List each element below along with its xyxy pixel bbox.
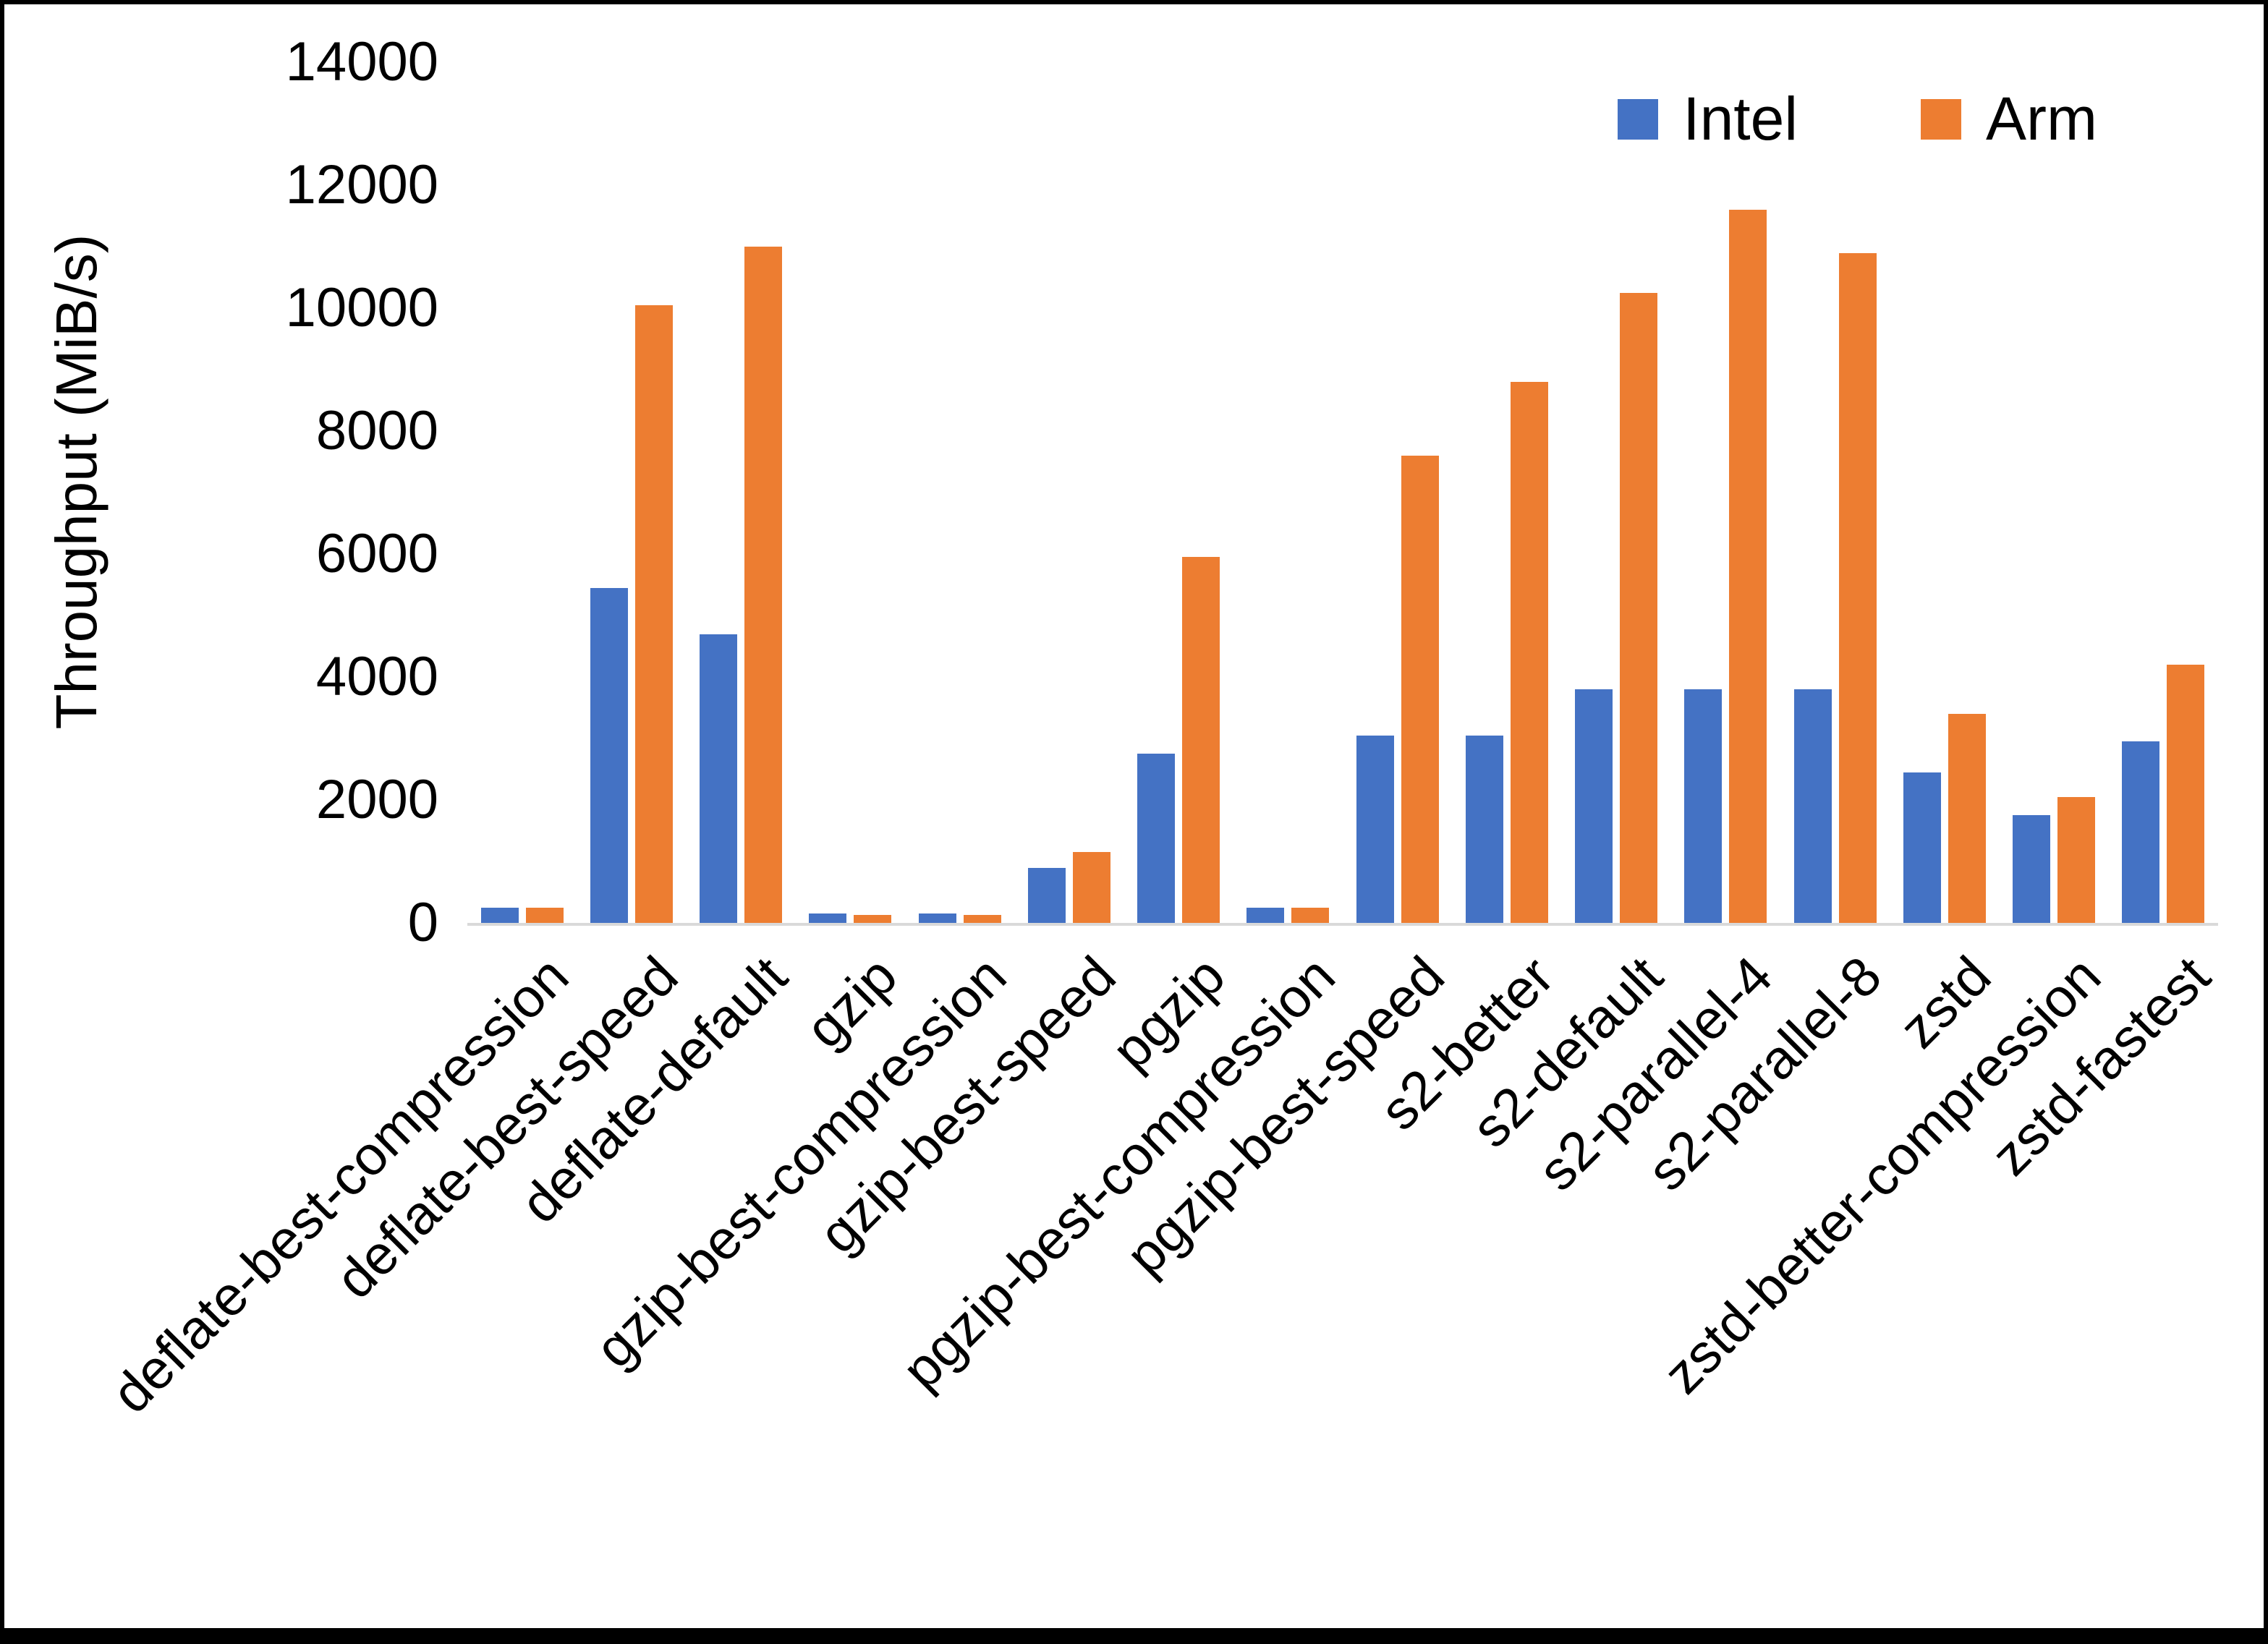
y-tick-label: 6000	[315, 523, 438, 584]
bar-group	[1137, 557, 1220, 923]
legend-item-arm: Arm	[1921, 84, 2097, 154]
x-category-label-text: deflate-best-compression	[100, 945, 581, 1426]
legend-label-intel: Intel	[1683, 85, 1798, 153]
arm-bar	[2057, 796, 2096, 923]
arm-bar	[1401, 456, 1439, 923]
y-axis-tick-labels: 0 2000 4000 6000 8000 10000 12000 14000	[171, 33, 438, 952]
bar-group	[590, 304, 673, 923]
arm-bar	[1620, 292, 1658, 923]
intel-bar	[1137, 754, 1176, 923]
intel-bar	[1465, 735, 1503, 923]
y-tick-label: 10000	[285, 277, 438, 338]
intel-bar	[480, 907, 519, 923]
arm-bar	[963, 914, 1001, 923]
y-tick-label: 14000	[285, 31, 438, 93]
intel-bar	[1684, 689, 1723, 923]
arm-bar	[634, 304, 673, 923]
intel-bar	[1356, 735, 1394, 923]
intel-bar	[2013, 815, 2051, 923]
intel-bar	[1027, 867, 1066, 923]
arm-bar	[1182, 557, 1220, 923]
y-tick-label: 4000	[315, 646, 438, 707]
bar-group	[1027, 852, 1110, 923]
arm-bar	[1729, 210, 1767, 923]
legend: Intel Arm	[1618, 84, 2097, 154]
bar-group	[918, 913, 1001, 923]
bar-group	[2013, 796, 2096, 923]
bar-group	[1356, 456, 1439, 923]
intel-bar	[918, 913, 956, 923]
y-tick-label: 8000	[315, 400, 438, 461]
intel-bar	[809, 913, 847, 923]
legend-item-intel: Intel	[1618, 84, 1798, 154]
y-tick-label: 0	[407, 892, 438, 953]
arm-bar	[1291, 907, 1330, 923]
bar-group	[1793, 252, 1877, 923]
y-tick-label: 2000	[315, 769, 438, 830]
intel-bar	[590, 587, 628, 923]
bar-group	[809, 913, 892, 923]
intel-bar	[1903, 772, 1941, 923]
arm-bar	[1510, 382, 1548, 923]
intel-bar	[2122, 741, 2160, 923]
arm-bar	[1838, 252, 1877, 923]
arm-series-swatch	[1921, 98, 1962, 140]
arm-bar	[1948, 714, 1986, 923]
intel-bar	[1575, 689, 1613, 923]
arm-bar	[525, 907, 564, 923]
arm-bar	[744, 247, 783, 923]
intel-bar	[700, 634, 738, 923]
bar-group	[1684, 210, 1767, 923]
arm-bar	[1072, 852, 1110, 923]
y-tick-label: 12000	[285, 154, 438, 216]
bar-group	[2122, 665, 2205, 923]
arm-bar	[2167, 665, 2205, 923]
plot-area	[467, 62, 2218, 926]
bar-group	[1575, 292, 1658, 923]
bar-group	[1246, 907, 1330, 923]
bar-group	[700, 247, 783, 923]
arm-bar	[854, 914, 892, 923]
intel-bar	[1246, 907, 1285, 923]
intel-series-swatch	[1618, 98, 1659, 140]
intel-bar	[1793, 689, 1832, 923]
bar-group	[1465, 382, 1548, 923]
legend-label-arm: Arm	[1986, 85, 2097, 153]
bar-group	[480, 907, 564, 923]
x-axis-category-labels: deflate-best-compression deflate-best-spe…	[4, 4, 2264, 1628]
bar-group	[1903, 714, 1986, 923]
